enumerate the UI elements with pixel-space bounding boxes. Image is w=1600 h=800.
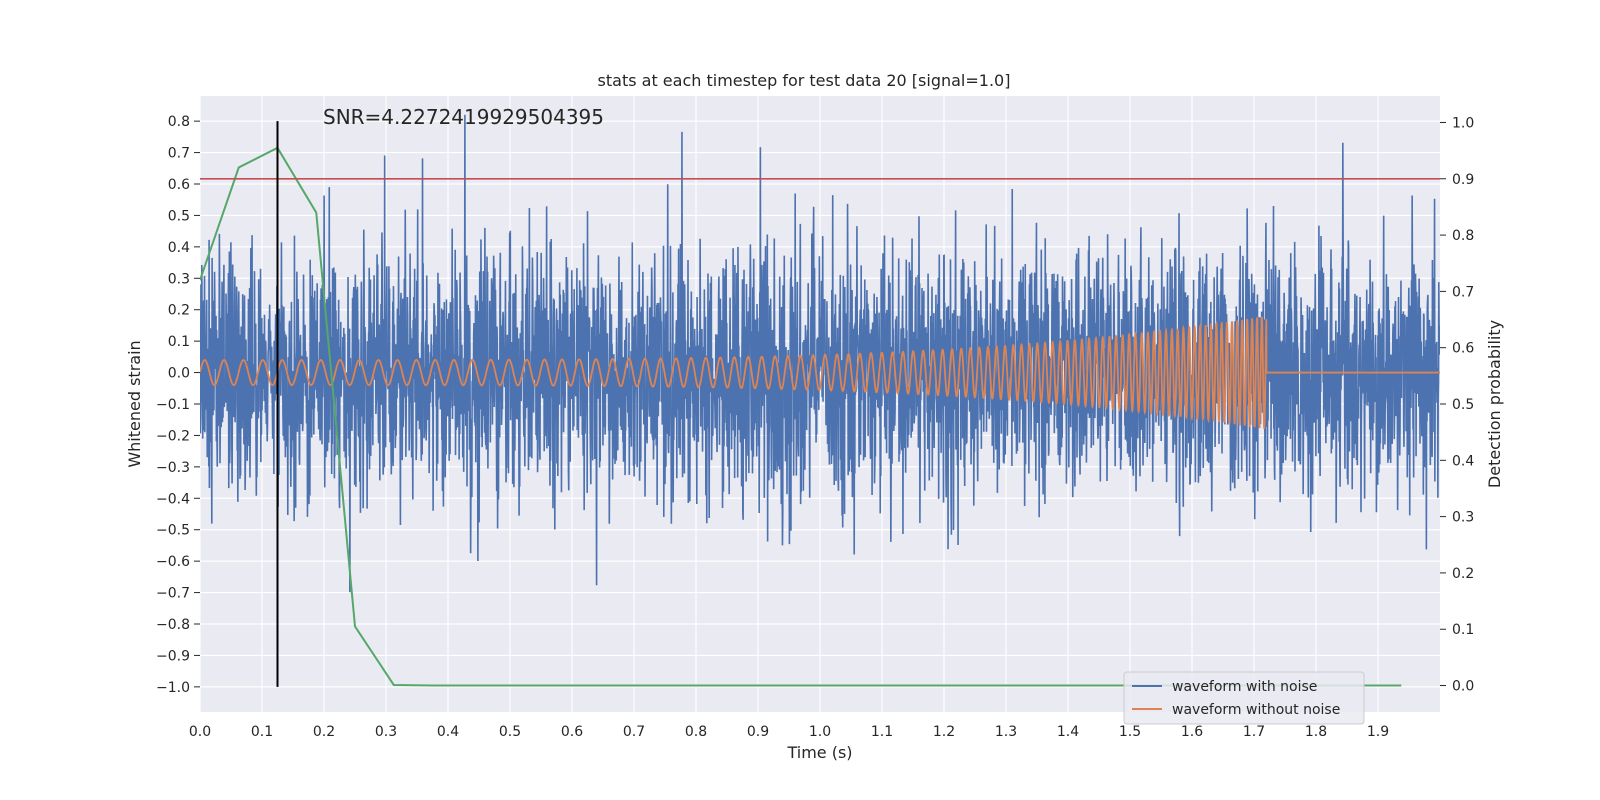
y-left-axis-label: Whitened strain [125, 340, 144, 467]
x-tick-label: 0.7 [623, 724, 645, 740]
y-right-tick-label: 0.2 [1452, 566, 1474, 582]
y-left-tick-label: 0.6 [168, 177, 190, 193]
y-left-tick-label: −0.2 [156, 428, 190, 444]
y-right-tick-label: 0.6 [1452, 341, 1474, 357]
y-left-tick-label: −1.0 [156, 680, 190, 696]
y-left-tick-label: 0.5 [168, 208, 190, 224]
y-left-tick-label: −0.4 [156, 491, 190, 507]
y-left-tick-label: 0.3 [168, 271, 190, 287]
x-tick-label: 0.5 [499, 724, 521, 740]
x-tick-label: 0.6 [561, 724, 583, 740]
y-right-axis-label: Detection probability [1485, 320, 1504, 488]
x-tick-label: 1.5 [1119, 724, 1141, 740]
x-tick-label: 0.8 [685, 724, 707, 740]
y-right-tick-label: 1.0 [1452, 115, 1474, 131]
y-left-tick-label: −0.7 [156, 586, 190, 602]
legend-box [1123, 671, 1365, 725]
x-tick-label: 1.3 [995, 724, 1017, 740]
legend: waveform with noise waveform without noi… [1123, 671, 1365, 725]
y-right-tick-label: 0.5 [1452, 397, 1474, 413]
y-right-tick-label: 0.9 [1452, 172, 1474, 188]
legend-label-clean: waveform without noise [1172, 702, 1340, 718]
x-tick-label: 0.3 [375, 724, 397, 740]
y-right-tick-label: 0.3 [1452, 510, 1474, 526]
x-tick-label: 1.2 [933, 724, 955, 740]
y-left-tick-label: −0.1 [156, 397, 190, 413]
x-tick-label: 1.6 [1181, 724, 1203, 740]
x-axis-ticks: 0.0 0.1 0.2 0.3 0.4 0.5 0.6 0.7 0.8 0.9 1.0 1.1 1.2 1… [189, 724, 1389, 740]
y-left-tick-label: 0.2 [168, 303, 190, 319]
y-left-tick-label: −0.5 [156, 523, 190, 539]
x-axis-label: Time (s) [786, 743, 852, 762]
x-tick-label: 1.7 [1243, 724, 1265, 740]
y-left-tick-label: −0.6 [156, 554, 190, 570]
y-right-tick-label: 0.0 [1452, 679, 1474, 695]
x-tick-label: 1.8 [1305, 724, 1327, 740]
x-tick-label: 1.1 [871, 724, 893, 740]
y-right-tick-label: 0.7 [1452, 284, 1474, 300]
x-tick-label: 0.9 [747, 724, 769, 740]
y-left-tick-label: 0.4 [168, 240, 190, 256]
x-tick-label: 0.4 [437, 724, 459, 740]
x-tick-label: 1.9 [1367, 724, 1389, 740]
x-tick-label: 0.1 [251, 724, 273, 740]
y-right-tick-label: 0.8 [1452, 228, 1474, 244]
y-right-axis-ticks: 1.0 0.9 0.8 0.7 0.6 0.5 0.4 0.3 0.2 0.1 0.0 [1440, 115, 1474, 695]
x-tick-label: 0.2 [313, 724, 335, 740]
y-left-tick-label: −0.8 [156, 617, 190, 633]
y-left-tick-label: 0.0 [168, 366, 190, 382]
x-tick-label: 0.0 [189, 724, 211, 740]
x-tick-label: 1.4 [1057, 724, 1079, 740]
snr-annotation: SNR=4.2272419929504395 [323, 105, 604, 129]
y-left-tick-label: 0.1 [168, 334, 190, 350]
chart-title: stats at each timestep for test data 20 … [598, 71, 1011, 90]
x-tick-label: 1.0 [809, 724, 831, 740]
legend-label-noise: waveform with noise [1172, 679, 1317, 695]
y-right-tick-label: 0.1 [1452, 622, 1474, 638]
y-left-axis-ticks: 0.8 0.7 0.6 0.5 0.4 0.3 0.2 0.1 0.0 −0.1 −0.2 −0.3 −… [156, 114, 200, 696]
y-left-tick-label: 0.8 [168, 114, 190, 130]
series-waveform-without-noise [200, 316, 1440, 429]
y-left-tick-label: −0.9 [156, 648, 190, 664]
y-right-tick-label: 0.4 [1452, 453, 1474, 469]
y-left-tick-label: 0.7 [168, 146, 190, 162]
y-left-tick-label: −0.3 [156, 460, 190, 476]
